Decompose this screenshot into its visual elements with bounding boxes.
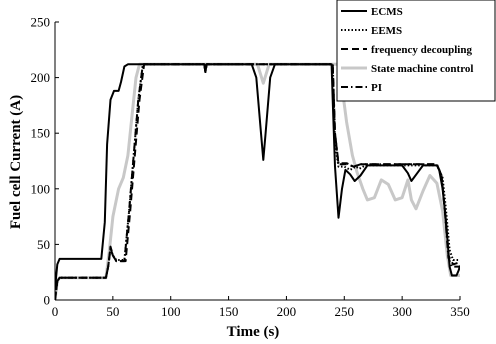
- x-axis-title: Time (s): [227, 324, 280, 340]
- axes: 0 50 100 150 200 250 300 350 0 50 100 150 200 250: [31, 15, 470, 320]
- x-tick-label: 300: [392, 304, 412, 319]
- y-axis-title: Fuel cell Current (A): [8, 95, 24, 229]
- legend-label-eems: EEMS: [371, 25, 402, 37]
- legend-label-ecms: ECMS: [371, 6, 403, 18]
- x-tick-label: 150: [219, 304, 239, 319]
- x-tick-label: 350: [450, 304, 470, 319]
- y-tick-label: 200: [31, 70, 51, 85]
- y-tick-label: 100: [31, 181, 51, 196]
- x-tick-label: 50: [106, 304, 119, 319]
- legend-box: [336, 0, 496, 102]
- x-tick-label: 0: [52, 304, 59, 319]
- x-tick-label: 250: [335, 304, 355, 319]
- x-tick-label: 200: [277, 304, 297, 319]
- x-tick-label: 100: [161, 304, 181, 319]
- y-tick-label: 250: [31, 15, 51, 30]
- series-line-frequency-decoupling: [55, 63, 460, 300]
- legend-label-frequency-decoupling: frequency decoupling: [371, 44, 472, 56]
- series-line-state-machine-control: [55, 62, 460, 300]
- y-tick-label: 0: [44, 293, 51, 308]
- legend: ECMS EEMS frequency decoupling State machin…: [336, 0, 496, 102]
- plot-area: [55, 62, 460, 300]
- y-tick-label: 150: [31, 126, 51, 141]
- y-tick-label: 50: [37, 237, 50, 252]
- legend-label-pi: PI: [371, 82, 382, 94]
- legend-label-state-machine-control: State machine control: [371, 63, 473, 75]
